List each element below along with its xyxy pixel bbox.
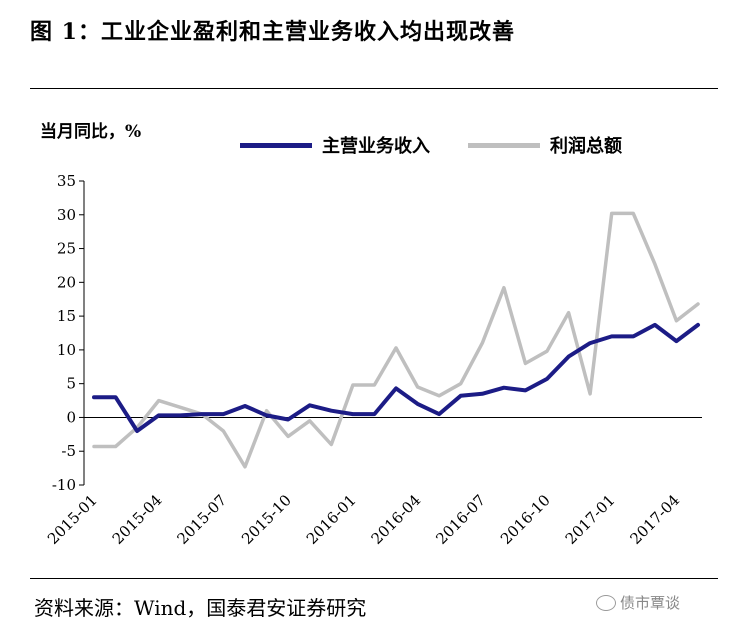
- x-tick-label-2015-07: 2015-07: [173, 491, 230, 548]
- x-tick-label-2017-04: 2017-04: [626, 491, 683, 548]
- y-tick-label-15: 15: [57, 307, 76, 325]
- y-tick-label-35: 35: [57, 172, 76, 190]
- legend-label-revenue: 主营业务收入: [322, 136, 430, 157]
- x-tick-label-2016-04: 2016-04: [368, 491, 425, 548]
- x-tick-label-2015-04: 2015-04: [109, 491, 166, 548]
- y-tick-label-10: 10: [57, 341, 76, 359]
- x-tick-label-2016-07: 2016-07: [432, 491, 489, 548]
- legend-item-profit: 利润总额: [468, 132, 622, 158]
- watermark: 债市覃谈: [596, 592, 680, 613]
- x-tick-label-2016-10: 2016-10: [497, 491, 554, 548]
- y-tick-label--5: -5: [61, 442, 76, 460]
- figure-title: 图 1：工业企业盈利和主营业务收入均出现改善: [30, 19, 515, 45]
- bottom-rule: [30, 578, 718, 579]
- x-tick-label-2016-01: 2016-01: [303, 491, 360, 548]
- y-tick-label-0: 0: [66, 408, 76, 426]
- x-tick-label-2017-01: 2017-01: [562, 491, 619, 548]
- watermark-text: 债市覃谈: [620, 594, 681, 612]
- y-tick-label-30: 30: [57, 206, 76, 224]
- y-tick-label-20: 20: [57, 273, 76, 291]
- x-tick-label-2015-10: 2015-10: [238, 491, 295, 548]
- legend: 主营业务收入 利润总额: [240, 132, 660, 158]
- x-tick-label-2015-01: 2015-01: [44, 491, 101, 548]
- top-rule: [30, 88, 718, 89]
- legend-label-profit: 利润总额: [550, 136, 622, 157]
- legend-swatch-profit: [468, 142, 540, 148]
- source-note: 资料来源：Wind，国泰君安证券研究: [34, 596, 367, 620]
- series-line-profit: [92, 211, 700, 469]
- legend-item-revenue: 主营业务收入: [240, 132, 430, 158]
- y-tick-label-25: 25: [57, 240, 76, 258]
- y-axis-unit-label: 当月同比，%: [40, 122, 142, 142]
- y-tick-label--10: -10: [52, 476, 76, 494]
- series-line-revenue: [92, 322, 700, 433]
- wechat-icon: [596, 594, 616, 611]
- legend-swatch-revenue: [240, 142, 312, 148]
- y-tick-label-5: 5: [66, 375, 76, 393]
